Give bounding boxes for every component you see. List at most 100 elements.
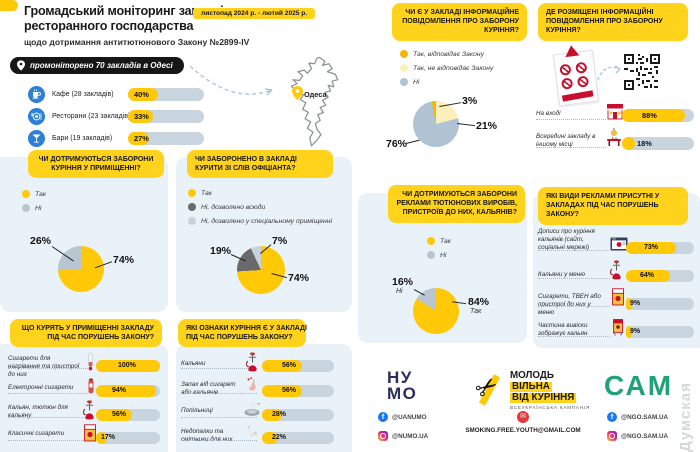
handle-text: @UANUMO — [392, 413, 427, 421]
legend-dot-bluegray — [400, 78, 408, 86]
chip-info-sign-line2: ПОВІДОМЛЕННЯ ПРО ЗАБОРОНУ — [402, 18, 519, 26]
bar-pct: 9% — [630, 300, 641, 307]
bar-pct: 94% — [112, 387, 127, 394]
no-smoking-icon — [559, 63, 572, 76]
chip-ad-types: ЯКІ ВИДИ РЕКЛАМИ ПРИСУТНІ У ЗАКЛАДАХ ПІД… — [538, 187, 688, 225]
legend-dot-darkgray — [188, 203, 196, 211]
chip-ad-types-line3: ЗАКОНУ? — [546, 211, 579, 219]
map-pin-icon — [292, 86, 303, 105]
venue-pct-bars: 27% — [134, 134, 149, 143]
bar-ashtrays: 28% — [262, 409, 334, 421]
odesa-region-map — [290, 56, 339, 147]
chip-info-sign-line1: ЧИ Є У ЗАКЛАДІ ІНФОРМАЦІЙНЕ — [405, 9, 519, 16]
bar-heat-sticks: 100% — [96, 360, 160, 372]
qr-code-icon — [624, 54, 660, 90]
bar-hookah: 56% — [96, 409, 160, 421]
hookah-icon — [609, 260, 624, 285]
watermark: Думская — [677, 382, 694, 452]
legend-label: Так — [201, 189, 212, 197]
legend-dot-yellow — [22, 190, 30, 198]
venue-pct-cafe: 40% — [134, 90, 149, 99]
callout-waiter-19: 19% — [210, 245, 232, 257]
chip-waiter-ban-line1: ЧИ ЗАБОРОНЕНО В ЗАКЛАДІ — [195, 156, 297, 163]
legend-dot-gray — [427, 251, 435, 259]
chip-sign-location-line2: ПОВІДОМЛЕННЯ ПРО ЗАБОРОНУ — [546, 18, 663, 26]
legend-dot-paleyellow — [400, 64, 408, 72]
row-label: Всередині закладу в іншому місці — [536, 133, 596, 149]
bar-pct: 73% — [644, 244, 659, 251]
callout-info-76: 76% — [386, 138, 408, 150]
handle-text: @NGO.SAM.UA — [621, 432, 669, 440]
bar-pct: 9% — [630, 328, 641, 335]
ashtray-icon — [243, 402, 262, 422]
legend-dot-gold — [400, 50, 408, 58]
row-label: Кальян, тютюн для кальяну — [8, 404, 68, 420]
row-label: Запах від сигарет або кальянів — [181, 381, 236, 397]
legend-label: Так — [35, 190, 46, 198]
legend-label: Ні — [440, 251, 447, 259]
dashed-arrow — [189, 65, 273, 96]
legend-info-no: Ні — [400, 78, 419, 86]
cigarette-pack-icon — [83, 424, 97, 447]
instagram-icon — [378, 431, 388, 441]
callout-ads-16-label: Ні — [396, 288, 403, 295]
callout-indoor-26: 26% — [30, 235, 52, 247]
hookah-icon — [82, 400, 97, 425]
chip-ads-ban-line2: РЕКЛАМИ ТЮТЮНОВИХ ВИРОБІВ, — [396, 200, 517, 208]
callout-ads-16: 16% — [392, 276, 414, 288]
instagram-icon — [607, 431, 617, 441]
monitored-pill-label: промоніторено 70 закладів в Одесі — [30, 61, 173, 70]
venue-label-restaurant: Ресторани (23 закладів) — [52, 113, 131, 120]
header-accent-bar — [0, 0, 18, 11]
legend-waiter-yes: Так — [188, 189, 212, 197]
legend-dot-lightgray — [188, 217, 196, 225]
bar-hookah-menu: 64% — [626, 270, 694, 282]
callout-waiter-7: 7% — [272, 235, 288, 247]
e-cigarette-icon — [86, 378, 96, 401]
callout-ads-84: 84% — [468, 296, 490, 308]
hookah-icon — [245, 352, 260, 377]
bar-pct: 17% — [101, 434, 116, 441]
numo-logo-line2: МО — [387, 384, 418, 403]
bar-pct: 18% — [637, 139, 652, 148]
bar-hookahs-present: 56% — [262, 360, 334, 372]
facebook-icon: f — [378, 412, 388, 422]
bar-butts: 22% — [262, 432, 334, 444]
bar-classic-cigarettes: 17% — [96, 432, 160, 444]
legend-label: Ні — [35, 204, 42, 212]
campaign-logo: МОЛОДЬ ВІЛЬНА ВІД КУРІННЯ ВСЕУКРАЇНСЬКА … — [510, 371, 590, 410]
no-smoking-icon — [560, 77, 574, 90]
legend-dot-yellow — [188, 189, 196, 197]
chip-ads-ban: ЧИ ДОТРИМУЮТЬСЯ ЗАБОРОНИ РЕКЛАМИ ТЮТЮНОВ… — [388, 185, 525, 223]
numo-logo-line1: НУ — [387, 368, 413, 387]
legend-ads-no: Ні — [427, 251, 446, 259]
pie-indoor-ban — [58, 246, 104, 292]
chip-smoking-signs: ЯКІ ОЗНАКИ КУРІННЯ Є У ЗАКЛАДІ ПІД ЧАС П… — [178, 319, 307, 348]
numo-instagram-handle: @NUMO.UA — [378, 431, 428, 441]
bar-smell: 56% — [262, 385, 334, 397]
campaign-email: SMOKING.FREE.YOUTH@GMAIL.COM — [465, 427, 581, 434]
legend-label: Так, не відповідає Закону — [413, 64, 494, 72]
venue-bar-bars: 27% — [128, 132, 204, 145]
bar-pct: 100% — [118, 362, 136, 369]
bar-e-cigarettes: 94% — [96, 385, 160, 397]
no-smoking-icon — [575, 61, 588, 74]
no-smoking-poster-illustration — [552, 44, 600, 107]
venue-label-bar: Бари (19 закладів) — [52, 135, 113, 142]
chip-ad-types-line1: ЯКІ ВИДИ РЕКЛАМИ ПРИСУТНІ У — [546, 193, 660, 200]
callout-info-3: 3% — [462, 95, 478, 107]
campaign-tagline: ВСЕУКРАЇНСЬКА КАМПАНІЯ — [510, 405, 591, 410]
sam-instagram-handle: @NGO.SAM.UA — [607, 431, 668, 441]
period-badge: листопад 2024 р. - лютий 2025 р. — [193, 8, 316, 19]
legend-ads-yes: Так — [427, 237, 451, 245]
chip-waiter-ban: ЧИ ЗАБОРОНЕНО В ЗАКЛАДІ КУРИТИ ЗІ СЛІВ О… — [187, 150, 333, 179]
chip-indoor-ban-line1: ЧИ ДОТРИМУЮТЬСЯ ЗАБОРОНИ — [38, 156, 154, 163]
legend-info-yes-notlegal: Так, не відповідає Закону — [400, 64, 493, 72]
legend-info-yes-legal: Так, відповідає Закону — [400, 50, 484, 58]
bar-pct: 56% — [282, 387, 297, 394]
chip-indoor-ban: ЧИ ДОТРИМУЮТЬСЯ ЗАБОРОНИ КУРІННЯ У ПРИМІ… — [28, 150, 164, 179]
legend-indoor-no: Ні — [22, 204, 41, 212]
row-label: Кальяни — [181, 360, 206, 367]
chip-ads-ban-line3: ПРИСТРОЇВ ДО НИХ, КАЛЬЯНІВ? — [402, 209, 517, 217]
chip-what-smoked-line2: ПІД ЧАС ПОРУШЕНЬ ЗАКОНУ? — [47, 334, 154, 342]
